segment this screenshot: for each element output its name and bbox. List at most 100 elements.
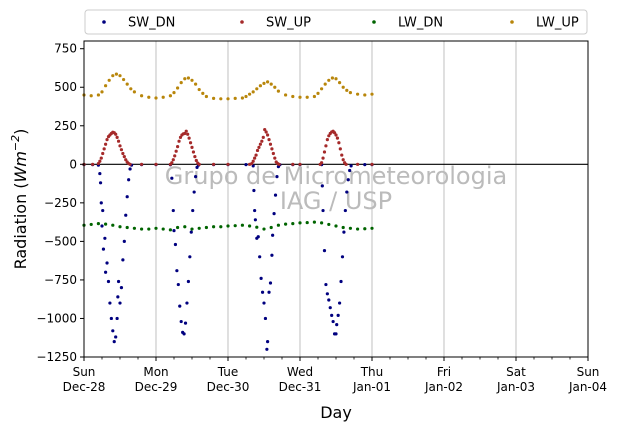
point-sw-up-51 [250,161,254,166]
point-sw-dn-83 [322,249,327,253]
point-sw-up-21 [124,158,128,162]
point-sw-up-59 [261,135,265,139]
point-sw-up-16 [116,139,121,143]
point-sw-dn-93 [336,313,340,317]
point-lw-dn-36 [341,225,345,230]
point-sw-up-26 [154,162,158,166]
x-tick-day-0: Sun [73,365,96,379]
point-sw-dn-34 [171,208,175,213]
point-sw-dn-11 [105,261,109,265]
y-axis-label: Radiation (Wm−2) [9,129,30,270]
point-lw-dn-28 [284,222,288,226]
y-tick-label-3: 0 [69,157,77,171]
point-sw-up-30 [173,154,177,158]
point-sw-up-43 [191,150,196,154]
point-sw-up-78 [325,138,329,142]
series-sw-up [82,128,374,166]
point-sw-dn-47 [189,230,193,234]
point-lw-up-43 [284,93,288,97]
point-sw-dn-40 [179,319,183,324]
point-sw-dn-38 [176,282,180,287]
point-lw-up-25 [197,87,201,92]
point-sw-dn-45 [186,279,190,284]
point-sw-up-17 [118,144,122,148]
point-lw-up-42 [276,89,280,93]
point-lw-dn-38 [356,227,360,231]
point-sw-dn-22 [119,286,124,290]
legend-label-2: LW_DN [398,16,443,31]
point-sw-up-60 [263,128,267,132]
point-sw-dn-18 [115,316,119,321]
point-lw-up-35 [251,90,255,94]
point-sw-dn-44 [185,301,189,305]
point-lw-dn-2 [96,222,100,226]
point-sw-up-37 [183,131,187,136]
point-sw-up-1 [91,162,95,166]
point-sw-dn-87 [328,306,332,310]
point-sw-dn-24 [122,239,126,243]
point-sw-up-93 [370,162,374,166]
point-sw-dn-61 [256,235,260,239]
point-lw-dn-24 [255,225,259,229]
y-tick-label-5: −500 [44,234,77,248]
point-lw-up-5 [107,78,111,82]
legend-label-1: SW_UP [266,16,311,31]
point-lw-dn-29 [291,222,295,226]
point-sw-up-19 [121,151,125,156]
point-sw-dn-42 [182,332,186,336]
point-lw-up-19 [176,86,180,90]
point-sw-dn-4 [98,181,103,185]
point-lw-dn-30 [298,221,302,225]
point-sw-dn-8 [101,247,106,251]
plot-area: Grupo de Micrometeorologia IAG / USP [82,40,589,358]
point-lw-dn-17 [204,225,208,230]
x-tick-date-2: Dec-30 [207,380,250,394]
point-lw-up-29 [219,97,223,101]
legend-frame [84,9,588,35]
point-sw-up-56 [257,145,261,149]
point-sw-up-8 [105,138,109,142]
point-sw-dn-65 [262,301,266,305]
point-sw-dn-74 [273,193,278,197]
point-sw-up-33 [177,139,181,143]
point-sw-dn-92 [335,323,339,327]
legend-marker-0 [102,20,106,24]
point-sw-dn-19 [116,295,120,299]
point-lw-up-8 [118,74,122,78]
point-sw-up-61 [264,130,268,134]
point-sw-dn-89 [331,319,335,324]
point-sw-dn-63 [259,276,263,280]
point-lw-up-10 [125,82,129,86]
point-lw-up-21 [183,77,187,81]
y-tick-label-7: −1000 [36,311,77,325]
x-tick-day-6: Sat [506,365,526,379]
point-sw-dn-12 [106,279,111,284]
point-lw-dn-14 [183,225,187,229]
point-sw-dn-95 [339,279,343,284]
point-lw-up-52 [330,76,334,80]
point-sw-dn-98 [343,208,347,213]
point-sw-dn-84 [324,282,328,287]
point-sw-dn-35 [172,229,176,233]
point-sw-dn-27 [127,178,131,182]
point-sw-dn-6 [100,224,104,228]
point-lw-up-33 [244,94,248,99]
point-sw-up-52 [251,159,255,163]
point-sw-dn-15 [111,329,115,333]
point-sw-dn-36 [173,242,178,247]
y-tick-label-2: 250 [54,119,77,133]
point-lw-dn-23 [248,224,252,228]
point-sw-up-38 [184,129,188,133]
point-sw-dn-33 [170,176,174,180]
point-sw-dn-86 [327,298,331,302]
point-sw-dn-17 [114,335,118,339]
point-sw-up-29 [171,158,175,162]
x-tick-day-3: Wed [287,365,313,379]
point-sw-dn-10 [104,270,108,274]
point-sw-dn-57 [252,188,256,193]
point-sw-dn-16 [112,339,116,344]
point-sw-up-77 [324,144,328,148]
point-lw-up-2 [96,93,100,97]
point-sw-up-76 [322,150,327,154]
